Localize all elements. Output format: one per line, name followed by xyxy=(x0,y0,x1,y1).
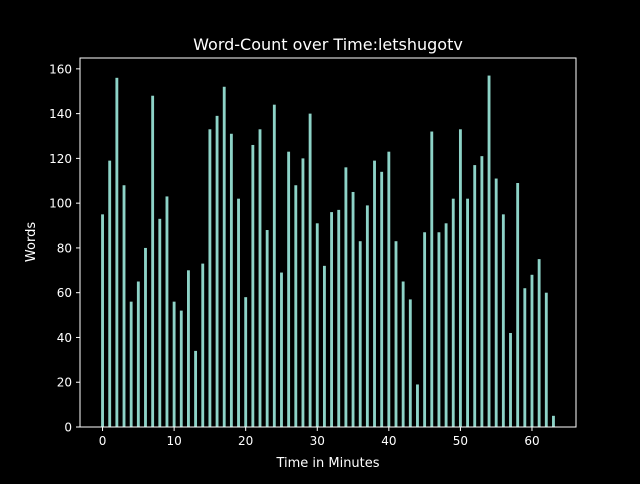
bar-minute-25 xyxy=(280,272,283,427)
bar-minute-30 xyxy=(315,223,319,427)
bar-minute-28 xyxy=(301,158,305,427)
bar-minute-22 xyxy=(258,129,262,428)
y-tick-label: 40 xyxy=(57,331,72,345)
bar-minute-20 xyxy=(244,297,248,427)
bar-minute-59 xyxy=(523,288,527,427)
bar-minute-27 xyxy=(294,185,298,427)
bar-minute-8 xyxy=(158,218,162,427)
bar-minute-5 xyxy=(136,281,140,427)
y-tick-label: 0 xyxy=(64,421,72,435)
bar-minute-3 xyxy=(122,185,126,427)
plot-frame xyxy=(79,57,577,428)
bar-minute-29 xyxy=(308,113,312,428)
bar-minute-56 xyxy=(501,214,505,427)
x-ticks-group: 0 10 20 30 40 50 60 xyxy=(99,427,540,448)
x-axis-label: Time in Minutes xyxy=(275,456,379,471)
x-tick-label: 0 xyxy=(99,434,107,448)
bar-minute-0 xyxy=(101,214,104,427)
bar-minute-11 xyxy=(179,310,183,427)
bar-minute-63 xyxy=(552,415,555,427)
bar-minute-16 xyxy=(215,115,219,428)
bar-minute-54 xyxy=(487,75,491,427)
y-tick-label: 80 xyxy=(57,241,72,255)
chart-title: Word-Count over Time:letshugotv xyxy=(193,35,463,54)
bar-minute-60 xyxy=(530,274,534,427)
bar-minute-53 xyxy=(480,156,484,427)
bar-minute-7 xyxy=(151,95,155,427)
y-tick-label: 120 xyxy=(49,152,72,166)
x-tick-label: 30 xyxy=(310,434,325,448)
bar-minute-34 xyxy=(344,167,348,427)
x-tick-label: 50 xyxy=(453,434,468,448)
bar-minute-46 xyxy=(430,131,434,427)
bar-minute-10 xyxy=(172,301,176,427)
bar-minute-23 xyxy=(265,230,269,427)
bar-minute-32 xyxy=(330,212,334,427)
bar-minute-51 xyxy=(466,198,469,427)
bar-minute-57 xyxy=(509,332,512,427)
bar-minute-14 xyxy=(201,263,205,427)
bar-minute-62 xyxy=(544,292,548,427)
y-tick-label: 100 xyxy=(49,197,72,211)
x-tick-label: 10 xyxy=(166,434,181,448)
bar-minute-58 xyxy=(516,183,520,427)
bar-minute-26 xyxy=(287,151,291,427)
bar-minute-52 xyxy=(473,165,477,428)
bar-minute-12 xyxy=(187,270,190,427)
bar-minute-50 xyxy=(458,129,462,428)
bar-minute-47 xyxy=(437,232,441,427)
bar-minute-33 xyxy=(337,209,341,427)
bar-minute-18 xyxy=(229,133,233,427)
x-tick-label: 40 xyxy=(381,434,396,448)
bar-minute-21 xyxy=(251,144,255,427)
y-axis-label: Words xyxy=(24,222,39,262)
bar-minute-61 xyxy=(537,259,541,427)
bar-minute-1 xyxy=(108,160,112,427)
bar-minute-55 xyxy=(494,178,498,427)
bar-minute-37 xyxy=(365,205,369,427)
bar-minute-38 xyxy=(373,160,376,427)
bar-minute-36 xyxy=(358,241,362,427)
bar-minute-41 xyxy=(394,241,398,427)
bar-minute-39 xyxy=(380,171,384,427)
bar-minute-35 xyxy=(351,191,355,427)
bar-minute-45 xyxy=(423,232,427,427)
bar-minute-19 xyxy=(237,198,240,427)
bar-minute-49 xyxy=(451,198,455,427)
y-tick-label: 140 xyxy=(49,107,72,121)
x-tick-label: 60 xyxy=(524,434,539,448)
y-tick-label: 20 xyxy=(57,376,72,390)
bar-minute-40 xyxy=(387,151,391,427)
bar-minute-48 xyxy=(444,223,448,427)
bar-minute-13 xyxy=(194,350,198,427)
bar-minute-17 xyxy=(222,86,226,427)
bar-minute-24 xyxy=(272,104,276,428)
bar-minute-4 xyxy=(129,301,133,427)
axes-group xyxy=(79,57,577,428)
y-tick-label: 60 xyxy=(57,286,72,300)
bar-minute-6 xyxy=(144,247,147,427)
bar-minute-9 xyxy=(165,196,169,427)
bar-minute-31 xyxy=(322,265,326,427)
bar-minute-42 xyxy=(401,281,405,427)
bars-group xyxy=(101,75,555,428)
bar-minute-44 xyxy=(416,384,419,427)
bar-minute-15 xyxy=(208,129,212,428)
y-tick-label: 160 xyxy=(49,62,72,76)
bar-minute-43 xyxy=(408,299,412,427)
x-tick-label: 20 xyxy=(238,434,253,448)
bar-minute-2 xyxy=(115,77,119,427)
y-ticks-group: 0 20 40 60 80 100 120 140 160 xyxy=(49,62,80,435)
